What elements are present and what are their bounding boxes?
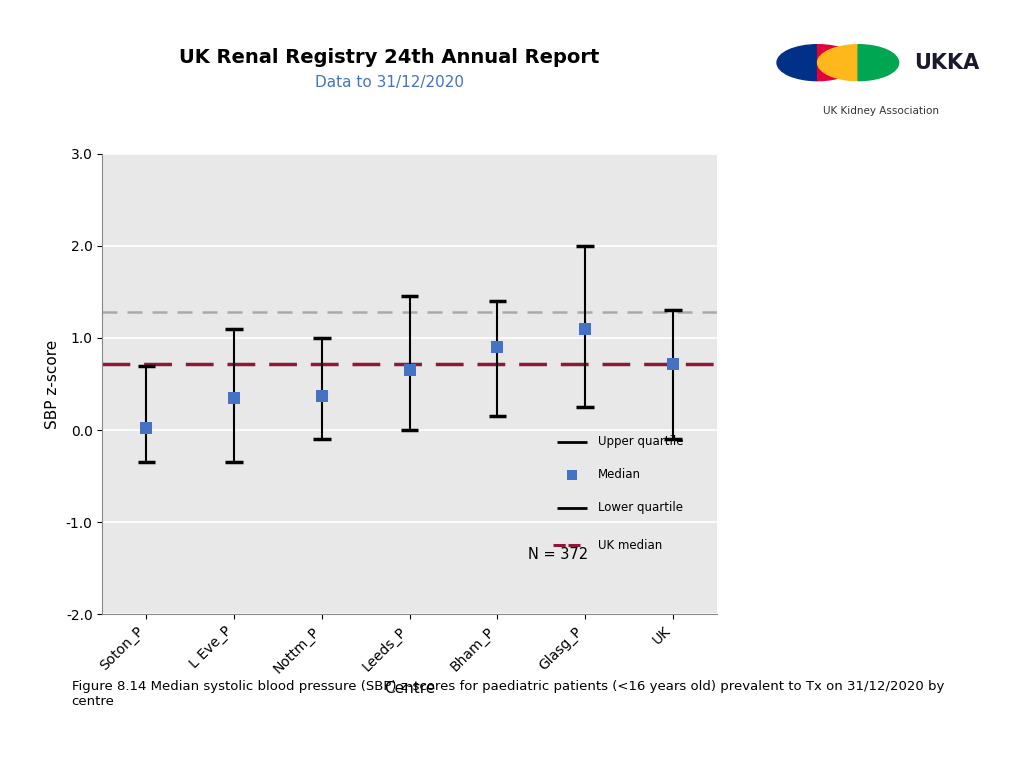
Text: Median: Median — [598, 468, 641, 481]
Text: N = 372: N = 372 — [528, 547, 588, 562]
Y-axis label: SBP z-score: SBP z-score — [45, 339, 60, 429]
Text: UKKA: UKKA — [914, 53, 980, 73]
Wedge shape — [858, 45, 899, 81]
Wedge shape — [777, 45, 817, 81]
Text: Lower quartile: Lower quartile — [598, 501, 683, 514]
Text: UK median: UK median — [598, 538, 663, 551]
Wedge shape — [817, 45, 858, 81]
Text: Data to 31/12/2020: Data to 31/12/2020 — [314, 74, 464, 90]
Text: UK Kidney Association: UK Kidney Association — [822, 105, 939, 116]
Wedge shape — [817, 45, 858, 81]
X-axis label: Centre: Centre — [384, 681, 435, 696]
Text: Figure 8.14 Median systolic blood pressure (SBP) z-scores for paediatric patient: Figure 8.14 Median systolic blood pressu… — [72, 680, 944, 707]
Text: Upper quartile: Upper quartile — [598, 435, 683, 449]
Text: UK Renal Registry 24th Annual Report: UK Renal Registry 24th Annual Report — [179, 48, 599, 67]
